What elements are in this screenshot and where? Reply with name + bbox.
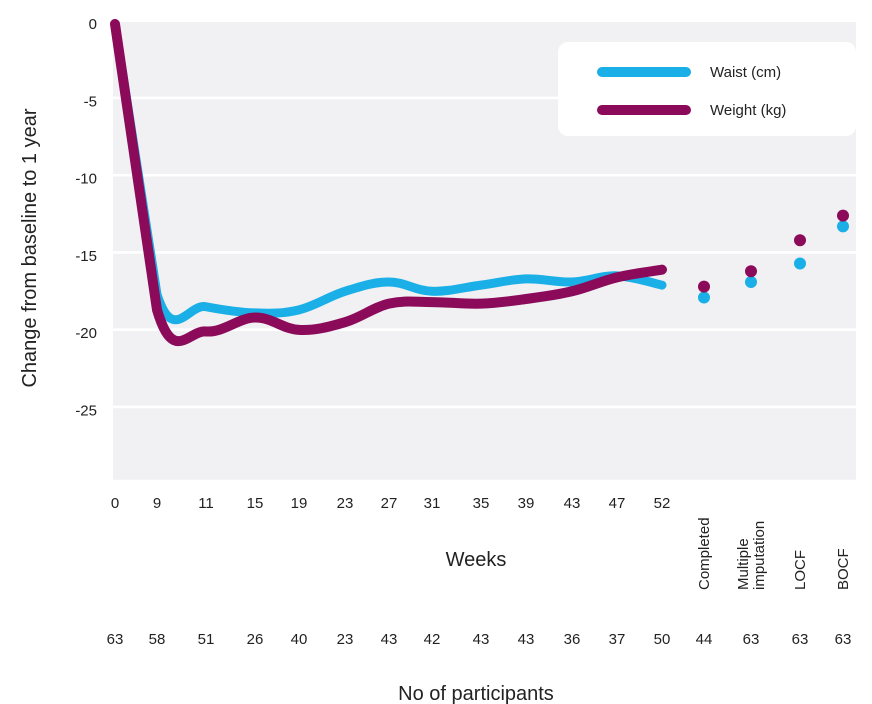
waist-summary-point bbox=[794, 257, 806, 270]
summary-points bbox=[698, 209, 849, 304]
participant-count: 63 bbox=[743, 631, 760, 648]
waist-summary-point bbox=[698, 291, 710, 304]
participant-count: 63 bbox=[107, 631, 124, 648]
participants-axis-title: No of participants bbox=[398, 683, 554, 704]
participant-count: 23 bbox=[337, 631, 354, 648]
x-tick-label: 23 bbox=[337, 495, 354, 512]
x-tick-label: 47 bbox=[609, 495, 626, 512]
weight-summary-point bbox=[794, 234, 806, 247]
summary-category-label: LOCF bbox=[792, 550, 809, 590]
participant-count: 37 bbox=[609, 631, 626, 648]
participant-count: 40 bbox=[291, 631, 308, 648]
legend: Waist (cm) Weight (kg) bbox=[558, 42, 856, 136]
weight-summary-point bbox=[745, 265, 757, 278]
y-tick-label: -15 bbox=[75, 248, 97, 265]
participant-count: 26 bbox=[247, 631, 264, 648]
y-tick-label: -5 bbox=[84, 93, 97, 110]
y-tick-label: -10 bbox=[75, 171, 97, 188]
y-axis-title: Change from baseline to 1 year bbox=[19, 108, 41, 387]
y-tick-labels: 0 -5 -10 -15 -20 -25 bbox=[75, 16, 97, 419]
x-tick-label: 0 bbox=[111, 495, 119, 512]
legend-label: Weight (kg) bbox=[710, 102, 786, 119]
x-tick-label: 39 bbox=[518, 495, 535, 512]
x-tick-label: 11 bbox=[198, 495, 214, 512]
participant-count: 63 bbox=[792, 631, 809, 648]
grid-band bbox=[113, 331, 856, 406]
legend-box bbox=[558, 42, 856, 136]
participant-count: 63 bbox=[835, 631, 852, 648]
waist-summary-point bbox=[837, 220, 849, 233]
participant-count: 43 bbox=[381, 631, 398, 648]
summary-category-label: Completed bbox=[696, 517, 713, 590]
participant-count: 36 bbox=[564, 631, 581, 648]
summary-category-label: BOCF bbox=[835, 548, 852, 590]
weight-line bbox=[110, 19, 667, 347]
legend-label: Waist (cm) bbox=[710, 64, 781, 81]
weight-summary-point bbox=[698, 280, 710, 293]
participant-count: 50 bbox=[654, 631, 671, 648]
summary-category-labels: Completed Multipleimputation LOCF BOCF bbox=[696, 517, 852, 590]
participant-count-labels: 63 58 51 26 40 23 43 42 43 43 36 37 50 44 63 63 63 bbox=[107, 631, 852, 648]
participant-count: 42 bbox=[424, 631, 441, 648]
waist-summary-point bbox=[745, 276, 757, 289]
x-tick-label: 35 bbox=[473, 495, 490, 512]
series-lines bbox=[110, 19, 667, 347]
x-tick-label: 43 bbox=[564, 495, 581, 512]
weight-summary-point bbox=[837, 209, 849, 222]
grid-band bbox=[113, 408, 856, 480]
participant-count: 43 bbox=[518, 631, 535, 648]
x-tick-label: 27 bbox=[381, 495, 398, 512]
x-tick-label: 19 bbox=[291, 495, 308, 512]
x-axis-title: Weeks bbox=[446, 549, 507, 571]
x-tick-labels: 0 9 11 15 19 23 27 31 35 39 43 47 52 bbox=[111, 495, 671, 512]
y-tick-label: -20 bbox=[75, 325, 97, 342]
x-tick-label: 15 bbox=[247, 495, 264, 512]
x-tick-label: 52 bbox=[654, 495, 671, 512]
participant-count: 58 bbox=[149, 631, 166, 648]
y-tick-label: -25 bbox=[75, 402, 97, 419]
x-tick-label: 31 bbox=[424, 495, 441, 512]
participant-count: 51 bbox=[198, 631, 215, 648]
participant-count: 43 bbox=[473, 631, 490, 648]
x-tick-label: 9 bbox=[153, 495, 161, 512]
participant-count: 44 bbox=[696, 631, 713, 648]
grid-band bbox=[113, 253, 856, 329]
waist-line bbox=[110, 19, 667, 325]
summary-category-label: Multipleimputation bbox=[735, 521, 768, 590]
y-tick-label: 0 bbox=[89, 16, 97, 33]
grid-band bbox=[113, 176, 856, 252]
